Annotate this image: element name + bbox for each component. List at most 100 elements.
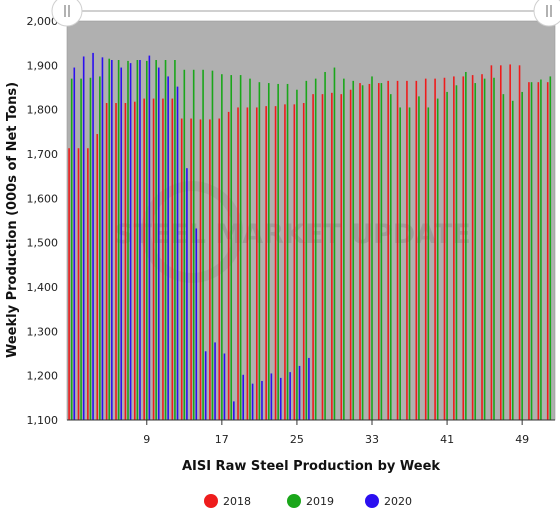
bar-2019-week-51[interactable] bbox=[540, 79, 542, 421]
bar-2020-week-15[interactable] bbox=[204, 351, 207, 420]
bar-2019-week-31[interactable] bbox=[352, 80, 355, 420]
bar-2020-week-19[interactable] bbox=[242, 374, 245, 420]
bar-2020-week-20[interactable] bbox=[251, 383, 254, 420]
bar-2018-week-29[interactable] bbox=[331, 92, 333, 420]
bar-2019-week-7[interactable] bbox=[127, 60, 129, 421]
bar-2018-week-36[interactable] bbox=[396, 80, 399, 420]
bar-2019-week-50[interactable] bbox=[530, 82, 533, 421]
bar-2019-week-21[interactable] bbox=[258, 82, 261, 421]
bar-2019-week-17[interactable] bbox=[221, 74, 223, 420]
legend-item-2019[interactable]: 2019 bbox=[287, 494, 334, 508]
bar-2018-week-21[interactable] bbox=[255, 107, 258, 420]
bar-2019-week-26[interactable] bbox=[305, 80, 308, 420]
bar-2019-week-20[interactable] bbox=[249, 78, 251, 420]
bar-2019-week-25[interactable] bbox=[296, 89, 298, 420]
bar-2018-week-4[interactable] bbox=[96, 134, 99, 421]
bar-2020-week-3[interactable] bbox=[92, 52, 94, 421]
navigator-handle-right[interactable] bbox=[533, 0, 560, 27]
bar-2020-week-22[interactable] bbox=[270, 373, 273, 420]
bar-2018-week-51[interactable] bbox=[537, 82, 540, 421]
bar-2018-week-15[interactable] bbox=[199, 119, 202, 421]
bar-2018-week-10[interactable] bbox=[152, 98, 155, 420]
bar-2019-week-10[interactable] bbox=[155, 60, 157, 420]
bar-2018-week-44[interactable] bbox=[471, 75, 474, 420]
bar-2018-week-2[interactable] bbox=[77, 148, 80, 421]
bar-2019-week-39[interactable] bbox=[427, 107, 430, 420]
bar-2019-week-8[interactable] bbox=[136, 60, 139, 420]
bar-2019-week-18[interactable] bbox=[230, 75, 233, 420]
bar-2019-week-46[interactable] bbox=[493, 77, 495, 420]
bar-2020-week-9[interactable] bbox=[148, 55, 151, 420]
bar-2018-week-1[interactable] bbox=[68, 148, 70, 421]
bar-2019-week-12[interactable] bbox=[174, 60, 176, 420]
bar-2018-week-22[interactable] bbox=[265, 106, 267, 421]
bar-2019-week-23[interactable] bbox=[277, 83, 279, 420]
bar-2020-week-1[interactable] bbox=[73, 67, 76, 421]
bar-2020-week-16[interactable] bbox=[214, 342, 216, 420]
bar-2020-week-8[interactable] bbox=[139, 60, 141, 420]
bar-2020-week-12[interactable] bbox=[176, 86, 179, 421]
bar-2018-week-9[interactable] bbox=[143, 98, 145, 420]
bar-2019-week-19[interactable] bbox=[239, 75, 242, 420]
bar-2020-week-23[interactable] bbox=[279, 377, 282, 420]
bar-2019-week-3[interactable] bbox=[89, 77, 92, 420]
bar-2018-week-26[interactable] bbox=[302, 103, 305, 421]
bar-2018-week-31[interactable] bbox=[349, 89, 352, 420]
bar-2018-week-24[interactable] bbox=[284, 104, 286, 420]
bar-2018-week-11[interactable] bbox=[162, 98, 164, 420]
bar-2018-week-23[interactable] bbox=[274, 106, 277, 421]
bar-2019-week-13[interactable] bbox=[183, 69, 186, 421]
bar-2019-week-14[interactable] bbox=[192, 69, 195, 421]
bar-2018-week-45[interactable] bbox=[481, 74, 483, 420]
bar-2018-week-5[interactable] bbox=[105, 103, 108, 421]
bar-2019-week-29[interactable] bbox=[333, 67, 336, 421]
bar-2019-week-38[interactable] bbox=[418, 96, 420, 421]
bar-2019-week-47[interactable] bbox=[502, 94, 505, 421]
bar-2020-week-6[interactable] bbox=[120, 67, 123, 421]
bar-2019-week-35[interactable] bbox=[389, 94, 392, 421]
bar-2018-week-28[interactable] bbox=[321, 94, 324, 421]
bar-2019-week-16[interactable] bbox=[211, 70, 214, 421]
bar-2019-week-6[interactable] bbox=[117, 60, 120, 420]
bar-2020-week-26[interactable] bbox=[308, 357, 310, 420]
bar-2018-week-13[interactable] bbox=[180, 118, 183, 420]
bar-2018-week-19[interactable] bbox=[237, 107, 239, 420]
bar-2019-week-49[interactable] bbox=[521, 91, 523, 421]
bar-2018-week-37[interactable] bbox=[406, 80, 408, 420]
bar-2019-week-9[interactable] bbox=[145, 60, 148, 421]
bar-2019-week-4[interactable] bbox=[99, 76, 101, 421]
navigator-scrollbar[interactable] bbox=[51, 0, 560, 27]
bar-2018-week-25[interactable] bbox=[293, 104, 296, 420]
bar-2018-week-48[interactable] bbox=[509, 64, 511, 420]
bar-2018-week-16[interactable] bbox=[209, 119, 211, 421]
bar-2020-week-24[interactable] bbox=[289, 372, 291, 420]
navigator-handle-left[interactable] bbox=[51, 0, 83, 27]
bar-2018-week-8[interactable] bbox=[133, 101, 136, 420]
bar-2018-week-30[interactable] bbox=[340, 94, 343, 421]
bar-2019-week-34[interactable] bbox=[380, 83, 383, 420]
bar-2019-week-5[interactable] bbox=[108, 58, 111, 421]
bar-2018-week-6[interactable] bbox=[115, 103, 117, 421]
bar-2020-week-10[interactable] bbox=[157, 67, 160, 421]
bar-2019-week-24[interactable] bbox=[286, 83, 289, 420]
bar-2018-week-46[interactable] bbox=[490, 65, 493, 420]
bar-2018-week-39[interactable] bbox=[424, 78, 427, 420]
bar-2018-week-32[interactable] bbox=[359, 83, 361, 420]
bar-2019-week-28[interactable] bbox=[324, 71, 326, 420]
bar-2019-week-52[interactable] bbox=[549, 76, 552, 421]
bar-2019-week-11[interactable] bbox=[164, 60, 167, 420]
bar-2020-week-17[interactable] bbox=[223, 353, 226, 421]
bar-2018-week-3[interactable] bbox=[87, 148, 89, 421]
bar-2019-week-32[interactable] bbox=[361, 85, 364, 420]
bar-2018-week-41[interactable] bbox=[443, 77, 446, 420]
bar-2019-week-22[interactable] bbox=[267, 83, 270, 420]
bar-2019-week-2[interactable] bbox=[80, 78, 82, 420]
bar-2020-week-13[interactable] bbox=[186, 168, 188, 420]
bar-2018-week-38[interactable] bbox=[415, 80, 418, 420]
bar-2020-week-18[interactable] bbox=[233, 401, 235, 420]
bar-2018-week-20[interactable] bbox=[246, 107, 249, 420]
bar-2019-week-30[interactable] bbox=[343, 78, 345, 420]
bar-2019-week-48[interactable] bbox=[511, 100, 514, 421]
bar-2019-week-41[interactable] bbox=[446, 91, 448, 421]
bar-2020-week-4[interactable] bbox=[101, 57, 104, 420]
